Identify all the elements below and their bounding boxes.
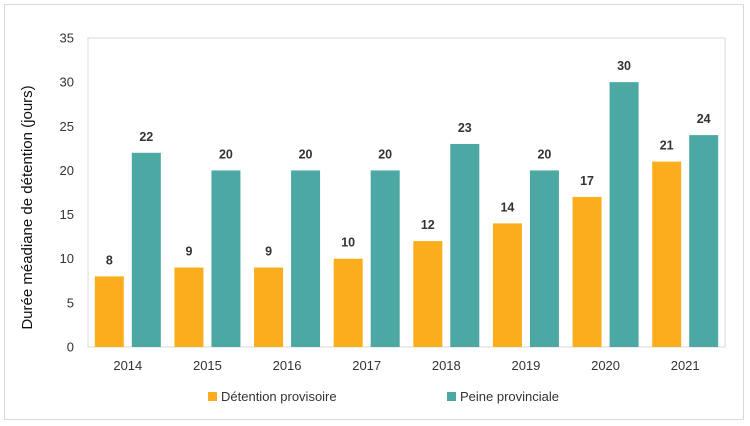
bar-peine-provinciale bbox=[131, 152, 161, 347]
data-label: 22 bbox=[139, 130, 153, 144]
bar-peine-provinciale bbox=[211, 170, 241, 347]
x-tick-label: 2018 bbox=[432, 358, 461, 373]
x-tick-label: 2014 bbox=[113, 358, 142, 373]
y-tick-label: 35 bbox=[60, 31, 74, 46]
bar-peine-provinciale bbox=[609, 82, 639, 348]
data-label: 20 bbox=[537, 147, 551, 161]
bar-detention-provisoire bbox=[492, 223, 522, 347]
data-label: 10 bbox=[341, 236, 355, 250]
data-label: 30 bbox=[617, 59, 631, 73]
bar-peine-provinciale bbox=[370, 170, 400, 347]
bars: 8 9 9 10 12 14 17 21 22 20 20 20 23 20 30 24 bbox=[94, 59, 719, 348]
y-tick-label: 5 bbox=[67, 295, 74, 310]
legend-label: Peine provinciale bbox=[460, 389, 559, 404]
x-tick-label: 2017 bbox=[352, 358, 381, 373]
y-tick-label: 20 bbox=[60, 163, 74, 178]
x-tick-label: 2019 bbox=[511, 358, 540, 373]
legend-swatch bbox=[208, 392, 217, 401]
legend-label: Détention provisoire bbox=[221, 389, 337, 404]
x-axis: 2014 2015 2016 2017 2018 2019 2020 2021 bbox=[113, 358, 699, 373]
bar-detention-provisoire bbox=[413, 241, 443, 347]
data-label: 14 bbox=[500, 200, 514, 214]
y-tick-label: 0 bbox=[67, 340, 74, 355]
data-label: 17 bbox=[580, 174, 594, 188]
data-label: 20 bbox=[219, 147, 233, 161]
bar-detention-provisoire bbox=[572, 196, 602, 347]
data-label: 12 bbox=[421, 218, 435, 232]
y-tick-label: 15 bbox=[60, 207, 74, 222]
legend-swatch bbox=[447, 392, 456, 401]
data-label: 9 bbox=[185, 245, 192, 259]
data-label: 20 bbox=[299, 147, 313, 161]
data-label: 8 bbox=[106, 253, 113, 267]
bar-detention-provisoire bbox=[652, 161, 682, 347]
x-tick-label: 2015 bbox=[193, 358, 222, 373]
y-tick-label: 10 bbox=[60, 251, 74, 266]
data-label: 20 bbox=[378, 147, 392, 161]
data-label: 21 bbox=[660, 139, 674, 153]
bar-peine-provinciale bbox=[291, 170, 321, 347]
bar-peine-provinciale bbox=[529, 170, 559, 347]
legend: Détention provisoire Peine provinciale bbox=[208, 389, 559, 404]
data-label: 9 bbox=[265, 245, 272, 259]
y-tick-label: 30 bbox=[60, 75, 74, 90]
y-axis: 0 5 10 15 20 25 30 35 bbox=[60, 31, 74, 355]
y-tick-label: 25 bbox=[60, 119, 74, 134]
data-label: 23 bbox=[458, 121, 472, 135]
bar-detention-provisoire bbox=[94, 276, 124, 347]
bar-detention-provisoire bbox=[333, 258, 363, 347]
data-label: 24 bbox=[697, 112, 711, 126]
x-tick-label: 2016 bbox=[273, 358, 302, 373]
bar-detention-provisoire bbox=[254, 267, 284, 347]
bar-peine-provinciale bbox=[689, 135, 719, 347]
y-axis-label: Durée méadiane de détention (jours) bbox=[19, 85, 36, 329]
x-tick-label: 2021 bbox=[671, 358, 700, 373]
bar-detention-provisoire bbox=[174, 267, 204, 347]
x-tick-label: 2020 bbox=[591, 358, 620, 373]
bar-peine-provinciale bbox=[450, 143, 480, 347]
